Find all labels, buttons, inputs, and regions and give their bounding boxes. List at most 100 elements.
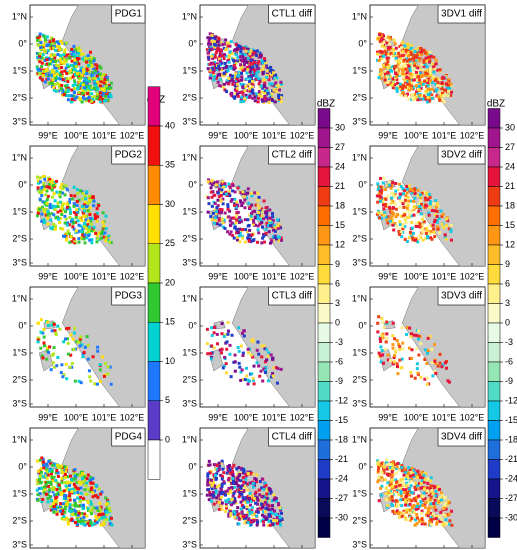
radar-pixel: [442, 88, 446, 92]
radar-pixel: [422, 480, 426, 484]
radar-pixel: [104, 214, 108, 218]
radar-pixel: [234, 216, 238, 220]
radar-pixel: [38, 197, 42, 201]
radar-pixel: [394, 350, 398, 354]
radar-pixel: [102, 89, 106, 93]
radar-pixel: [71, 49, 75, 53]
colorbar-label: -18: [505, 434, 517, 444]
radar-pixel: [255, 514, 259, 518]
radar-pixel: [70, 240, 74, 244]
radar-pixel: [262, 199, 266, 203]
radar-pixel: [412, 68, 416, 72]
radar-pixel: [423, 348, 427, 352]
radar-pixel: [51, 41, 55, 45]
radar-pixel: [240, 503, 244, 507]
radar-pixel: [261, 505, 265, 509]
radar-pixel: [242, 83, 246, 87]
radar-pixel: [53, 199, 57, 203]
radar-pixel: [280, 517, 284, 521]
radar-pixel: [381, 212, 385, 216]
radar-pixel: [213, 221, 217, 225]
radar-pixel: [72, 508, 76, 512]
radar-pixel: [394, 202, 398, 206]
radar-pixel: [211, 71, 215, 75]
radar-pixel: [438, 487, 442, 491]
radar-pixel: [97, 97, 101, 101]
radar-pixel: [269, 519, 273, 523]
radar-pixel: [56, 215, 60, 219]
radar-pixel: [254, 501, 258, 505]
radar-pixel: [430, 96, 434, 100]
radar-pixel: [393, 67, 397, 71]
radar-pixel: [394, 189, 398, 193]
radar-pixel: [95, 66, 99, 70]
radar-pixel: [65, 83, 69, 87]
radar-pixel: [49, 53, 53, 57]
radar-pixel: [38, 180, 42, 184]
radar-pixel: [239, 507, 243, 511]
radar-pixel: [263, 91, 267, 95]
radar-pixel: [383, 36, 387, 40]
colorbar-segment: [487, 361, 501, 382]
radar-pixel: [64, 494, 68, 498]
radar-pixel: [41, 200, 45, 204]
radar-pixel: [38, 469, 42, 473]
radar-pixel: [54, 216, 58, 220]
radar-pixel: [403, 79, 407, 83]
radar-pixel: [406, 208, 410, 212]
radar-pixel: [55, 69, 59, 73]
radar-pixel: [262, 64, 266, 68]
radar-pixel: [76, 192, 80, 196]
radar-pixel: [268, 220, 272, 224]
radar-pixel: [239, 517, 243, 521]
lat-label: 2°S: [182, 233, 197, 243]
radar-pixel: [36, 188, 40, 192]
radar-pixel: [407, 493, 411, 497]
radar-pixel: [399, 85, 403, 89]
radar-pixel: [36, 211, 40, 215]
radar-pixel: [56, 76, 60, 80]
radar-pixel: [380, 50, 384, 54]
radar-pixel: [221, 366, 225, 370]
radar-pixel: [381, 203, 385, 207]
radar-pixel: [70, 503, 74, 507]
radar-pixel: [390, 192, 394, 196]
radar-pixel: [85, 67, 89, 71]
radar-pixel: [440, 91, 444, 95]
radar-pixel: [58, 48, 62, 52]
colorbar-segment: [487, 303, 501, 324]
radar-pixel: [378, 337, 382, 341]
radar-pixel: [216, 80, 220, 84]
radar-pixel: [226, 332, 230, 336]
radar-pixel: [61, 375, 65, 379]
colorbar-segment: [487, 244, 501, 265]
radar-pixel: [444, 366, 448, 370]
radar-pixel: [397, 468, 401, 472]
radar-pixel: [70, 94, 74, 98]
radar-pixel: [414, 334, 418, 338]
radar-pixel: [223, 182, 227, 186]
radar-pixel: [395, 77, 399, 81]
radar-pixel: [253, 492, 257, 496]
radar-pixel: [272, 493, 276, 497]
radar-pixel: [80, 219, 84, 223]
radar-pixel: [257, 488, 261, 492]
radar-pixel: [64, 236, 68, 240]
colorbar-label: 30: [505, 122, 515, 132]
radar-pixel: [256, 510, 260, 514]
radar-pixel: [232, 203, 236, 207]
radar-pixel: [390, 201, 394, 205]
radar-pixel: [434, 489, 438, 493]
radar-pixel: [433, 359, 437, 363]
radar-pixel: [57, 483, 61, 487]
radar-pixel: [390, 478, 394, 482]
radar-pixel: [403, 44, 407, 48]
radar-pixel: [64, 496, 68, 500]
radar-pixel: [418, 205, 422, 209]
radar-pixel: [396, 365, 400, 369]
radar-pixel: [378, 33, 382, 37]
radar-pixel: [394, 181, 398, 185]
radar-pixel: [234, 72, 238, 76]
radar-pixel: [42, 182, 46, 186]
